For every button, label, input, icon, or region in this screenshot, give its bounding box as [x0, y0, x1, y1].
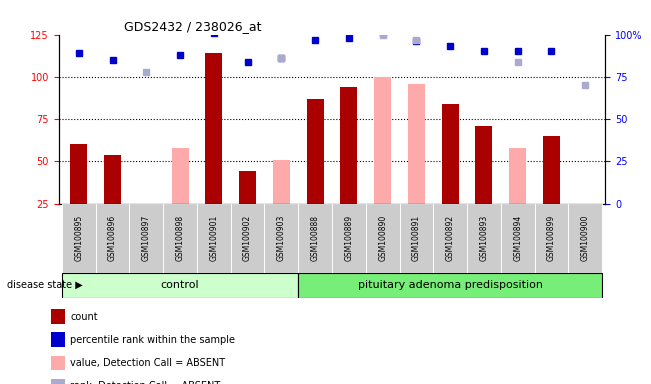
Bar	[442, 104, 458, 204]
Text: GSM100894: GSM100894	[513, 215, 522, 261]
Bar	[298, 204, 332, 273]
Bar	[509, 148, 526, 204]
Text: GSM100890: GSM100890	[378, 215, 387, 261]
Bar	[70, 144, 87, 204]
Text: GDS2432 / 238026_at: GDS2432 / 238026_at	[124, 20, 262, 33]
Text: GSM100896: GSM100896	[108, 215, 117, 261]
Bar	[96, 204, 130, 273]
Bar	[130, 204, 163, 273]
Bar	[62, 273, 298, 298]
Bar	[298, 273, 602, 298]
Bar	[51, 379, 64, 384]
Bar	[408, 84, 425, 204]
Bar	[273, 160, 290, 204]
Bar	[568, 204, 602, 273]
Bar	[172, 148, 189, 204]
Text: GSM100888: GSM100888	[311, 215, 320, 261]
Bar	[197, 204, 230, 273]
Text: control: control	[161, 280, 199, 290]
Text: GSM100902: GSM100902	[243, 215, 252, 261]
Bar	[264, 204, 298, 273]
Bar	[534, 204, 568, 273]
Bar	[400, 204, 434, 273]
Text: GSM100898: GSM100898	[176, 215, 185, 261]
Bar	[51, 356, 64, 370]
Text: GSM100901: GSM100901	[210, 215, 218, 261]
Bar	[332, 204, 366, 273]
Bar	[163, 204, 197, 273]
Text: GSM100895: GSM100895	[74, 215, 83, 261]
Text: percentile rank within the sample: percentile rank within the sample	[70, 335, 235, 345]
Bar	[543, 136, 560, 204]
Bar	[475, 126, 492, 204]
Bar	[434, 204, 467, 273]
Bar	[62, 204, 96, 273]
Bar	[340, 87, 357, 204]
Text: disease state ▶: disease state ▶	[7, 280, 82, 290]
Text: GSM100892: GSM100892	[446, 215, 454, 261]
Bar	[374, 77, 391, 204]
Bar	[366, 204, 400, 273]
Text: GSM100891: GSM100891	[412, 215, 421, 261]
Bar	[501, 204, 534, 273]
Bar	[230, 204, 264, 273]
Text: GSM100893: GSM100893	[479, 215, 488, 261]
Text: GSM100903: GSM100903	[277, 215, 286, 261]
Bar	[51, 333, 64, 347]
Text: pituitary adenoma predisposition: pituitary adenoma predisposition	[357, 280, 543, 290]
Text: GSM100899: GSM100899	[547, 215, 556, 261]
Text: GSM100889: GSM100889	[344, 215, 353, 261]
Bar	[239, 171, 256, 204]
Text: GSM100900: GSM100900	[581, 215, 590, 261]
Bar	[206, 53, 222, 204]
Text: GSM100897: GSM100897	[142, 215, 151, 261]
Bar	[104, 154, 121, 204]
Text: count: count	[70, 312, 98, 322]
Bar	[51, 310, 64, 324]
Bar	[467, 204, 501, 273]
Bar	[307, 99, 324, 204]
Text: rank, Detection Call = ABSENT: rank, Detection Call = ABSENT	[70, 381, 221, 384]
Text: value, Detection Call = ABSENT: value, Detection Call = ABSENT	[70, 358, 225, 368]
